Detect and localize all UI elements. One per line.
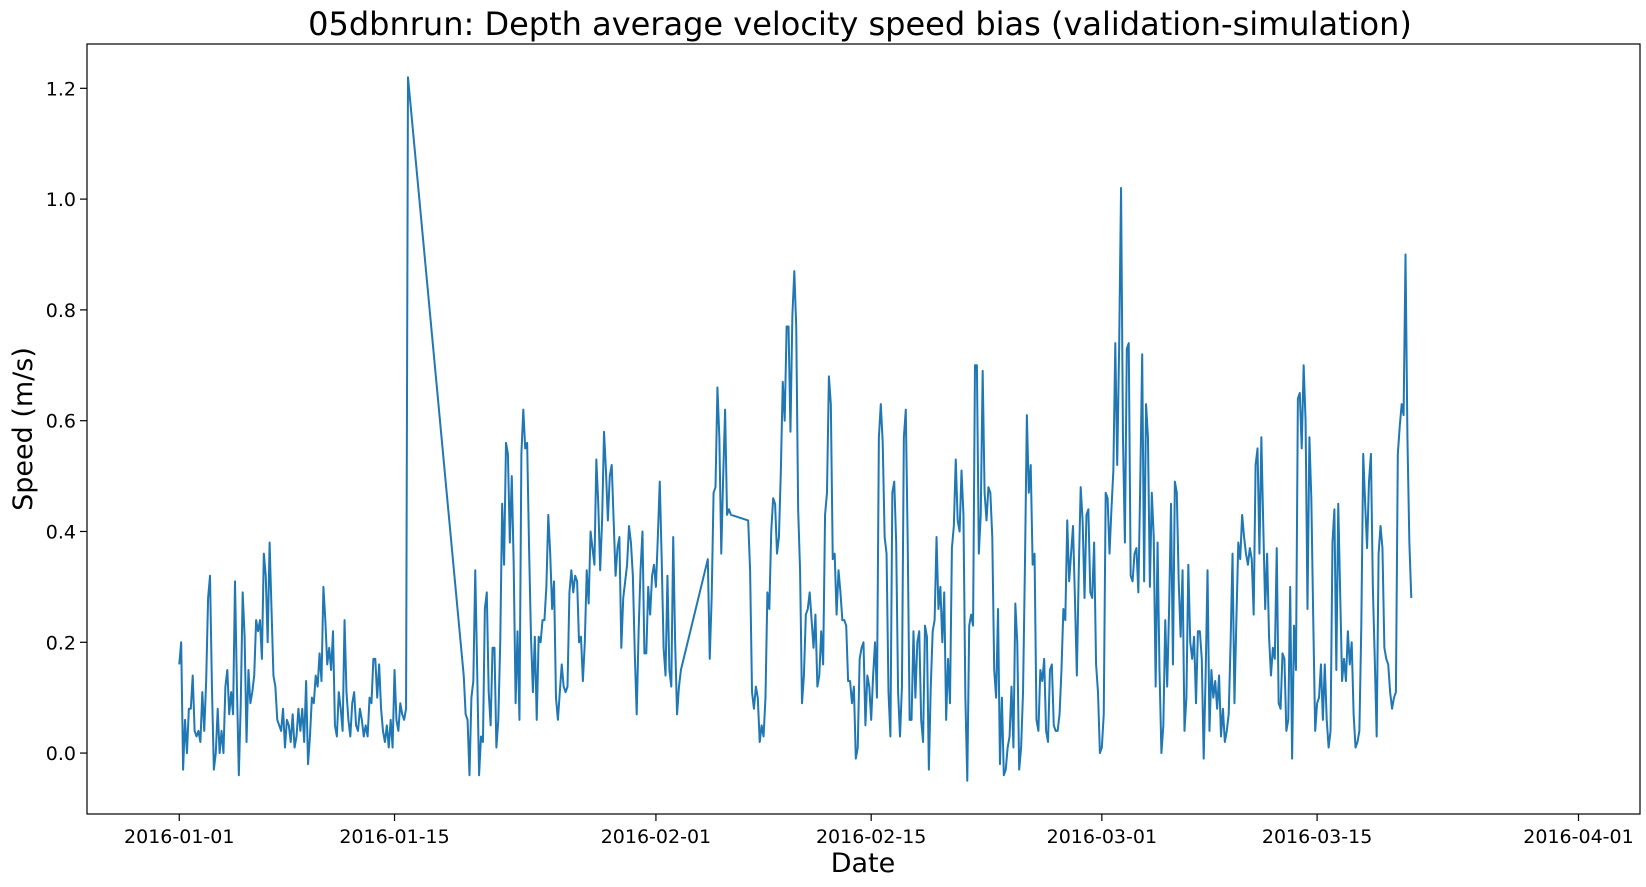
y-tick-label: 0.6 [46, 411, 76, 433]
x-tick-label: 2016-04-01 [1523, 826, 1633, 848]
x-tick-label: 2016-01-15 [339, 826, 449, 848]
chart-title: 05dbnrun: Depth average velocity speed b… [308, 5, 1412, 43]
x-tick-label: 2016-02-01 [601, 826, 711, 848]
x-tick-label: 2016-02-15 [816, 826, 926, 848]
x-tick-label: 2016-01-01 [124, 826, 234, 848]
y-tick-label: 1.0 [46, 189, 76, 211]
y-tick-label: 0.4 [46, 521, 76, 543]
x-tick-label: 2016-03-01 [1047, 826, 1157, 848]
series-line [178, 76, 1413, 782]
y-tick-label: 0.2 [46, 632, 76, 654]
x-axis-ticks: 2016-01-01 2016-01-15 2016-02-01 2016-02-15… [124, 814, 1634, 848]
plot-area [178, 76, 1413, 782]
axes-frame [86, 43, 1641, 815]
y-tick-label: 0.8 [46, 300, 76, 322]
x-axis-title: Date [831, 848, 896, 879]
y-axis-title: Speed (m/s) [8, 347, 39, 511]
x-tick-label: 2016-03-15 [1262, 826, 1372, 848]
y-axis-ticks: 0.0 0.2 0.4 0.6 0.8 1.0 1.2 [46, 78, 87, 765]
y-tick-label: 1.2 [46, 78, 76, 100]
y-tick-label: 0.0 [46, 743, 76, 765]
